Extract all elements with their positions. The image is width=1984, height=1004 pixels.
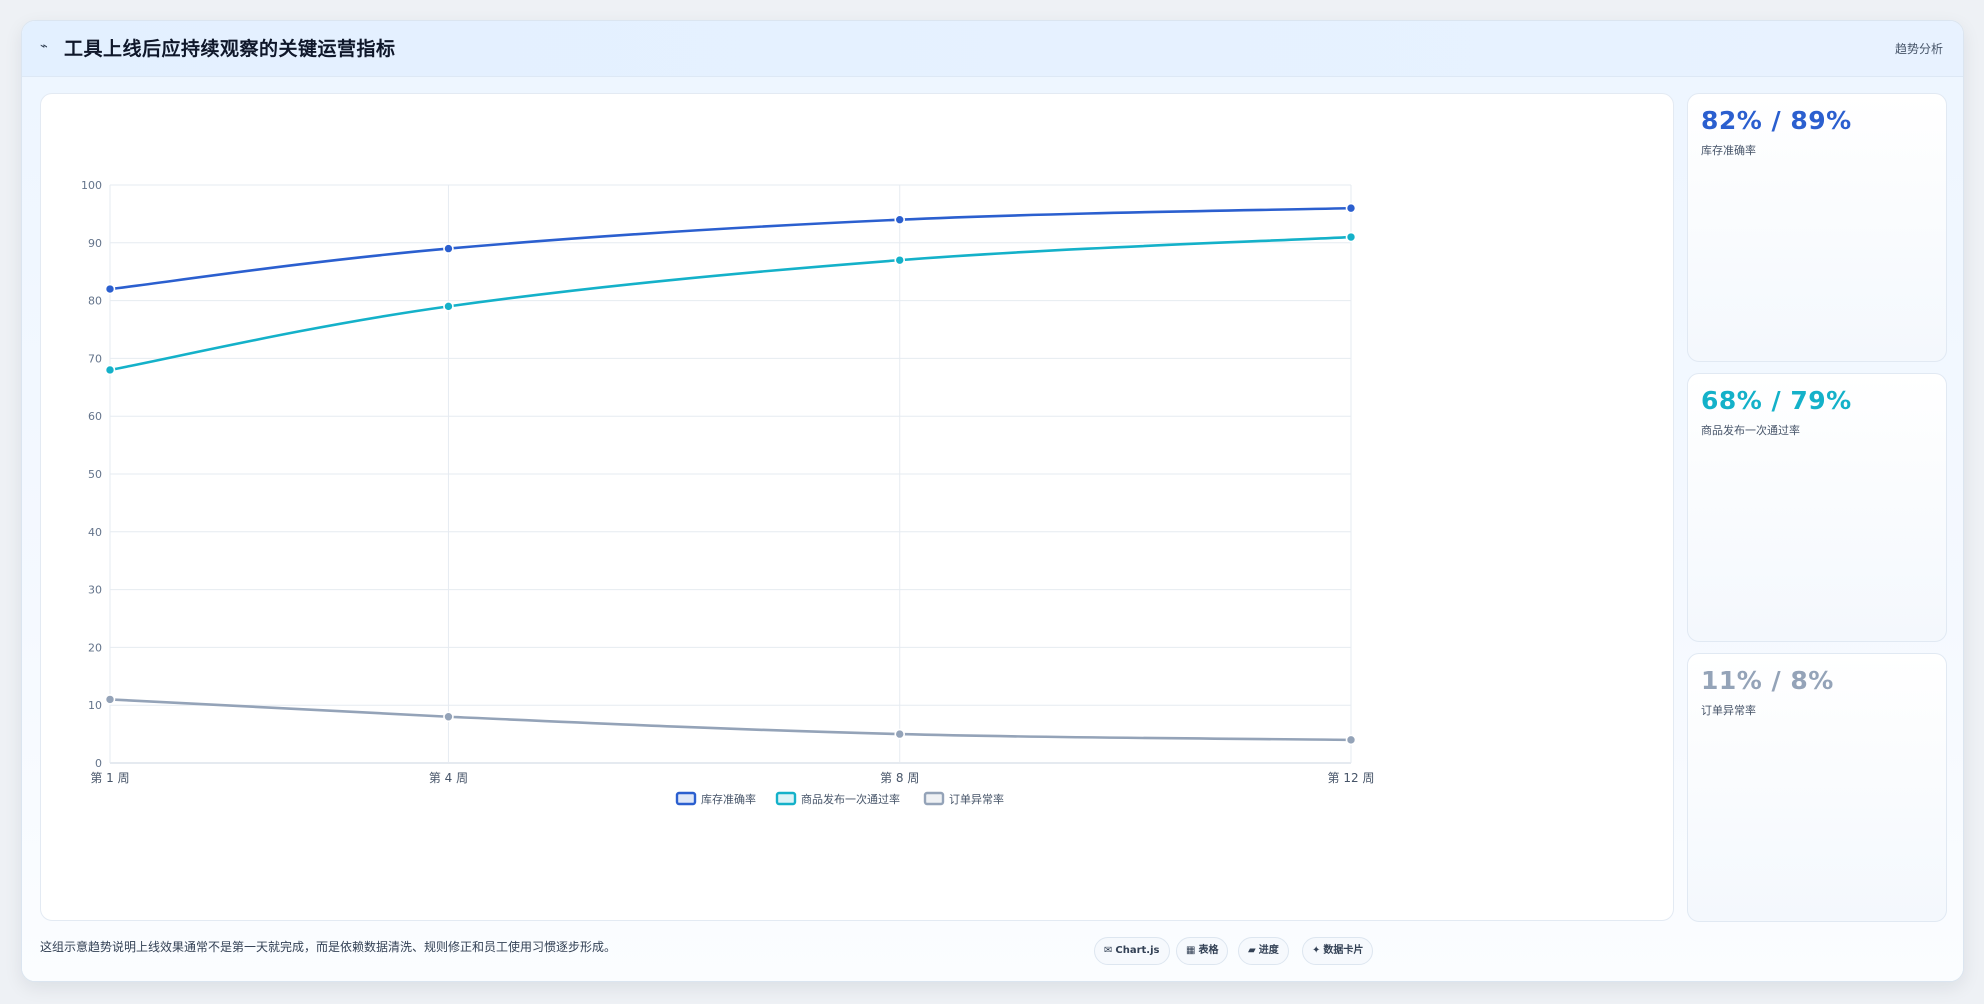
legend-label: 订单异常率 bbox=[949, 792, 1004, 806]
x-tick-label: 第 12 周 bbox=[1328, 771, 1375, 785]
data-point bbox=[894, 214, 906, 225]
line-chart: 0 10 20 30 40 50 60 70 80 90 100 第 1 周 第 4 周 第 8 周 第 1… bbox=[81, 179, 1375, 806]
metric-value: 11% / 8% bbox=[1701, 666, 1834, 695]
data-point bbox=[894, 728, 906, 740]
page-title: 工具上线后应持续观察的关键运营指标 bbox=[64, 38, 396, 60]
progress-icon: ▰ bbox=[1248, 945, 1256, 956]
y-tick-label: 90 bbox=[88, 237, 102, 250]
x-tick-label: 第 1 周 bbox=[90, 771, 129, 785]
data-point bbox=[443, 301, 454, 312]
chart-icon: ✉ bbox=[1104, 945, 1113, 956]
legend-label: 商品发布一次通过率 bbox=[801, 792, 900, 806]
chart-panel: 0 10 20 30 40 50 60 70 80 90 100 第 1 周 第 4 周 第 8 周 第 1… bbox=[40, 93, 1674, 921]
legend-swatch bbox=[923, 791, 945, 806]
footer-note: 这组示意趋势说明上线效果通常不是第一天就完成，而是依赖数据清洗、规则修正和员工使… bbox=[40, 940, 617, 954]
legend-swatch bbox=[775, 791, 797, 806]
metric-label: 订单异常率 bbox=[1701, 704, 1756, 717]
data-point bbox=[104, 694, 116, 705]
data-point bbox=[443, 243, 454, 254]
chart-line-icon: ⌁ bbox=[40, 39, 48, 54]
data-point bbox=[443, 711, 454, 723]
series-line bbox=[109, 235, 1352, 372]
table-icon: ▦ bbox=[1186, 945, 1196, 956]
series-line bbox=[109, 206, 1352, 291]
chip-data-card[interactable]: ✦ 数据卡片 bbox=[1302, 937, 1374, 965]
data-point bbox=[104, 283, 116, 295]
x-tick-label: 第 8 周 bbox=[880, 771, 919, 785]
chip-table[interactable]: ▦ 表格 bbox=[1176, 937, 1229, 965]
legend-swatch bbox=[675, 791, 697, 806]
series-line bbox=[109, 698, 1352, 742]
legend-label: 库存准确率 bbox=[701, 792, 756, 806]
y-tick-label: 70 bbox=[88, 352, 102, 365]
y-tick-label: 30 bbox=[88, 584, 102, 597]
card-header: ⌁ 工具上线后应持续观察的关键运营指标 趋势分析 bbox=[22, 21, 1963, 77]
data-point bbox=[1345, 734, 1357, 746]
y-tick-label: 10 bbox=[88, 699, 102, 712]
y-tick-label: 50 bbox=[88, 468, 102, 481]
y-tick-label: 40 bbox=[88, 526, 102, 539]
data-point bbox=[104, 364, 116, 376]
chip-label: 进度 bbox=[1258, 945, 1279, 956]
y-tick-label: 60 bbox=[88, 410, 102, 423]
chip-chartjs[interactable]: ✉ Chart.js bbox=[1094, 937, 1170, 965]
trend-analysis-label: 趋势分析 bbox=[1894, 42, 1943, 56]
metric-card-publish: 68% / 79% 商品发布一次通过率 bbox=[1687, 373, 1947, 642]
chip-label: Chart.js bbox=[1115, 945, 1160, 956]
metric-card-inventory: 82% / 89% 库存准确率 bbox=[1687, 93, 1947, 362]
chip-progress[interactable]: ▰ 进度 bbox=[1238, 937, 1289, 965]
y-tick-label: 100 bbox=[81, 179, 102, 192]
dashboard-card: ⌁ 工具上线后应持续观察的关键运营指标 趋势分析 0 10 20 30 40 50 60 70… bbox=[21, 20, 1964, 982]
card-icon: ✦ bbox=[1312, 945, 1321, 956]
data-point bbox=[894, 254, 906, 266]
metric-value: 82% / 89% bbox=[1701, 106, 1852, 135]
data-point bbox=[1345, 202, 1357, 214]
y-tick-label: 20 bbox=[88, 641, 102, 654]
chip-label: 数据卡片 bbox=[1323, 945, 1364, 956]
metric-card-order-exception: 11% / 8% 订单异常率 bbox=[1687, 653, 1947, 922]
metric-value: 68% / 79% bbox=[1701, 386, 1852, 415]
y-tick-label: 0 bbox=[95, 757, 102, 770]
chip-label: 表格 bbox=[1198, 945, 1219, 956]
data-point bbox=[1345, 231, 1357, 243]
x-tick-label: 第 4 周 bbox=[429, 771, 468, 785]
metric-label: 商品发布一次通过率 bbox=[1701, 424, 1800, 437]
y-tick-label: 80 bbox=[88, 295, 102, 308]
metric-label: 库存准确率 bbox=[1701, 144, 1756, 157]
